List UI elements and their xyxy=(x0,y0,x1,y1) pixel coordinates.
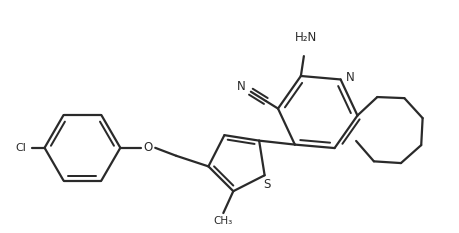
Text: O: O xyxy=(143,141,152,154)
Text: N: N xyxy=(236,80,245,93)
Text: CH₃: CH₃ xyxy=(213,216,232,226)
Text: S: S xyxy=(263,178,270,191)
Text: Cl: Cl xyxy=(16,143,27,153)
Text: N: N xyxy=(346,71,354,84)
Text: H₂N: H₂N xyxy=(294,31,316,44)
